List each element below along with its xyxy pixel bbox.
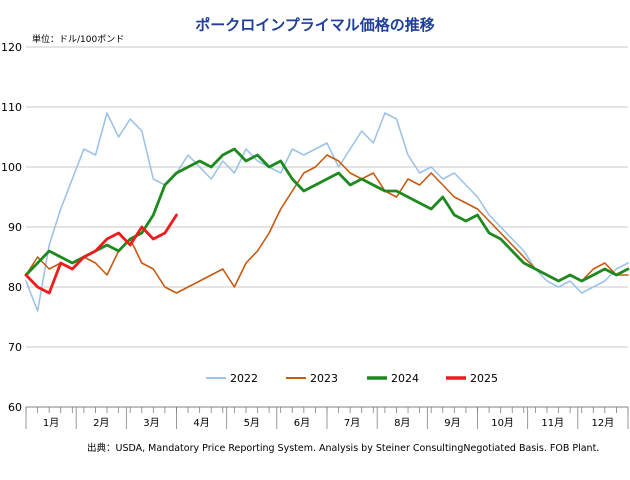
month-label-6: 6月 xyxy=(294,417,310,429)
legend-label-2024: 2024 xyxy=(391,372,419,385)
month-label-10: 10月 xyxy=(491,417,514,429)
series-line-2024 xyxy=(24,147,630,283)
month-label-4: 4月 xyxy=(193,417,209,429)
y-tick-label-110: 110 xyxy=(1,101,22,114)
legend-label-2023: 2023 xyxy=(310,372,338,385)
month-label-7: 7月 xyxy=(344,417,360,429)
month-label-1: 1月 xyxy=(43,417,59,429)
month-label-12: 12月 xyxy=(592,417,615,429)
legend-label-2022: 2022 xyxy=(230,372,258,385)
month-label-5: 5月 xyxy=(244,417,260,429)
month-label-3: 3月 xyxy=(143,417,159,429)
month-label-9: 9月 xyxy=(444,417,460,429)
y-tick-label-90: 90 xyxy=(8,221,22,234)
source-note: 出典：USDA, Mandatory Price Reporting Syste… xyxy=(87,442,599,454)
y-axis-unit-label: 単位：ドル/100ポンド xyxy=(32,33,124,45)
series-line-2022 xyxy=(25,112,629,312)
y-tick-label-70: 70 xyxy=(8,341,22,354)
month-label-11: 11月 xyxy=(541,417,564,429)
axes: 60 70 80 90 100 110 120 1月 2月 3月 4月 5月 6月 7月 8月 9月 10月 11… xyxy=(1,41,629,429)
gridlines xyxy=(26,46,628,408)
chart-title: ポークロインプライマル価格の推移 xyxy=(195,16,435,34)
month-label-8: 8月 xyxy=(394,417,410,429)
series-line-2025 xyxy=(24,213,178,295)
month-label-2: 2月 xyxy=(93,417,109,429)
series-lines xyxy=(24,112,630,312)
y-tick-label-100: 100 xyxy=(1,161,22,174)
y-tick-label-60: 60 xyxy=(8,401,22,414)
y-tick-label-80: 80 xyxy=(8,281,22,294)
legend-label-2025: 2025 xyxy=(470,372,498,385)
y-tick-label-120: 120 xyxy=(1,41,22,54)
legend: 2022 2023 2024 2025 xyxy=(206,372,498,385)
